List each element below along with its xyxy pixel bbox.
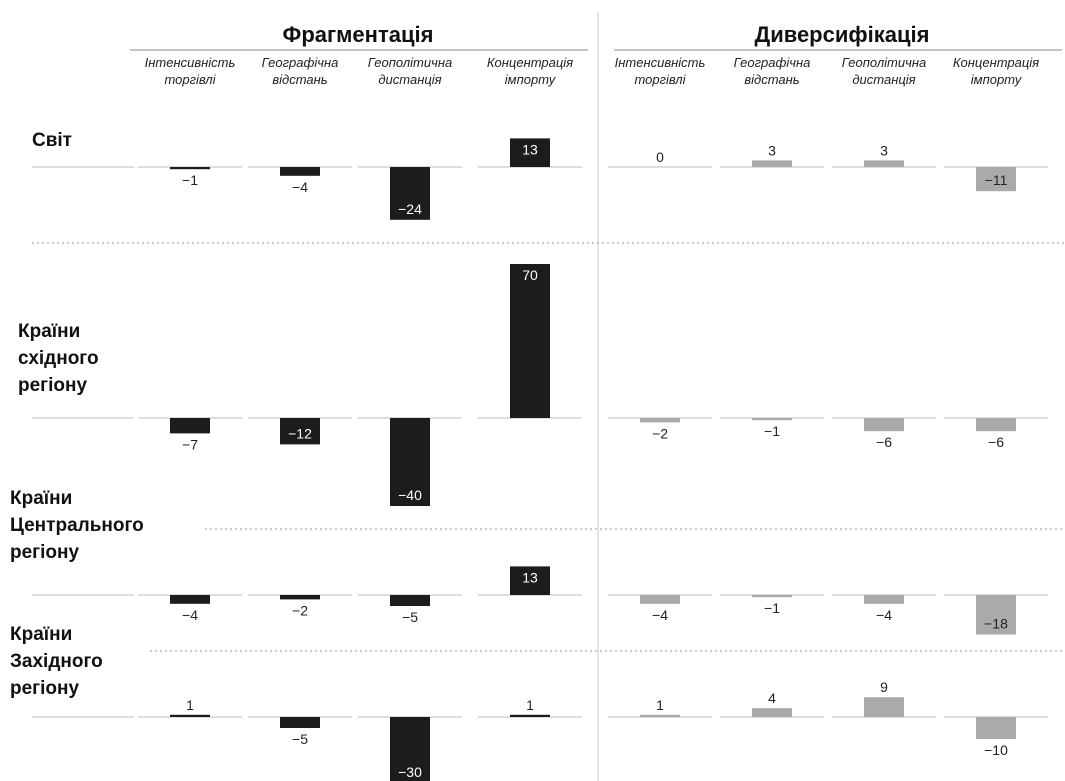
data-label: −30: [398, 764, 422, 780]
column-label-g1-m3: Концентрація: [953, 55, 1039, 70]
column-label-g0-m3: Концентрація: [487, 55, 573, 70]
group-title-fragmentation: Фрагментація: [283, 22, 434, 47]
row-label-0: Світ: [32, 130, 72, 151]
bar: [976, 167, 1016, 192]
bar: [976, 595, 1016, 635]
column-label-g1-m1: Географічна: [734, 55, 811, 70]
bar: [752, 708, 792, 717]
row-label-2: регіону: [10, 542, 79, 563]
row-label-3: регіону: [10, 678, 79, 699]
bar: [280, 717, 320, 728]
column-label-g1-m3: імпорту: [971, 72, 1023, 87]
column-label-g0-m0: Інтенсивність: [145, 55, 236, 70]
data-label: −1: [764, 600, 780, 616]
row-label-2: Країни: [10, 488, 72, 509]
column-label-g0-m2: Геополітична: [368, 55, 452, 70]
bar: [170, 595, 210, 604]
bar: [390, 167, 430, 220]
column-label-g1-m2: Геополітична: [842, 55, 926, 70]
bar: [280, 418, 320, 445]
bar: [976, 717, 1016, 739]
data-label: 70: [522, 267, 538, 283]
data-label: −4: [652, 607, 668, 623]
bar: [752, 160, 792, 167]
data-label: 0: [656, 149, 664, 165]
data-label: 1: [526, 697, 534, 713]
bar: [170, 167, 210, 170]
data-label: −6: [876, 434, 892, 450]
data-label: 4: [768, 690, 776, 706]
bar: [752, 595, 792, 598]
data-label: −4: [876, 607, 892, 623]
data-label: 9: [880, 679, 888, 695]
column-label-g1-m2: дистанція: [852, 72, 915, 87]
data-label: −18: [984, 616, 1008, 632]
column-label-g1-m0: торгівлі: [634, 72, 686, 87]
bar: [864, 595, 904, 604]
column-label-g0-m1: відстань: [272, 72, 327, 87]
row-label-3: Західного: [10, 651, 103, 672]
column-label-g0-m0: торгівлі: [164, 72, 216, 87]
bar: [864, 697, 904, 717]
bar: [510, 566, 550, 595]
bar: [640, 595, 680, 604]
bar: [170, 714, 210, 717]
data-label: −11: [985, 172, 1008, 188]
data-label: −40: [398, 487, 422, 503]
bar: [640, 714, 680, 717]
data-label: −4: [292, 179, 308, 195]
column-label-g0-m2: дистанція: [378, 72, 441, 87]
bar: [390, 418, 430, 506]
data-label: 13: [522, 141, 538, 157]
data-label: −2: [292, 602, 308, 618]
bar: [280, 167, 320, 176]
data-label: −6: [988, 434, 1004, 450]
row-label-1: регіону: [18, 375, 87, 396]
row-label-3: Країни: [10, 624, 72, 645]
bar: [640, 418, 680, 423]
data-label: −10: [984, 742, 1008, 758]
data-label: −1: [182, 172, 198, 188]
data-label: 13: [522, 569, 538, 585]
data-label: −2: [652, 425, 668, 441]
data-label: −4: [182, 607, 198, 623]
data-label: 1: [656, 697, 664, 713]
column-label-g0-m1: Географічна: [262, 55, 339, 70]
bar: [390, 595, 430, 606]
data-label: −12: [288, 425, 312, 441]
data-label: −7: [182, 436, 198, 452]
bar: [390, 717, 430, 781]
group-title-diversification: Диверсифікація: [755, 22, 930, 47]
bar: [864, 418, 904, 432]
data-label: −5: [402, 609, 418, 625]
row-label-1: Країни: [18, 321, 80, 342]
bar: [864, 160, 904, 167]
data-label: −1: [764, 423, 780, 439]
column-label-g1-m0: Інтенсивність: [615, 55, 706, 70]
data-label: 3: [768, 142, 776, 158]
row-label-1: східного: [18, 348, 99, 369]
column-label-g0-m3: імпорту: [505, 72, 557, 87]
bar: [752, 418, 792, 421]
data-label: 3: [880, 142, 888, 158]
bar: [280, 595, 320, 600]
bar: [170, 418, 210, 434]
bar: [510, 714, 550, 717]
data-label: −24: [398, 201, 422, 217]
data-label: −5: [292, 731, 308, 747]
bar: [976, 418, 1016, 432]
bar: [510, 138, 550, 167]
data-label: 1: [186, 697, 194, 713]
bar: [510, 264, 550, 418]
row-label-2: Центрального: [10, 515, 144, 536]
column-label-g1-m1: відстань: [744, 72, 799, 87]
